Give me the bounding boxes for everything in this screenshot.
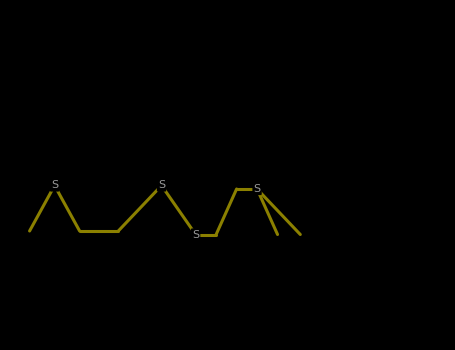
Text: S: S (51, 181, 58, 190)
Text: S: S (158, 181, 165, 190)
Text: S: S (192, 230, 199, 239)
Text: S: S (253, 184, 261, 194)
